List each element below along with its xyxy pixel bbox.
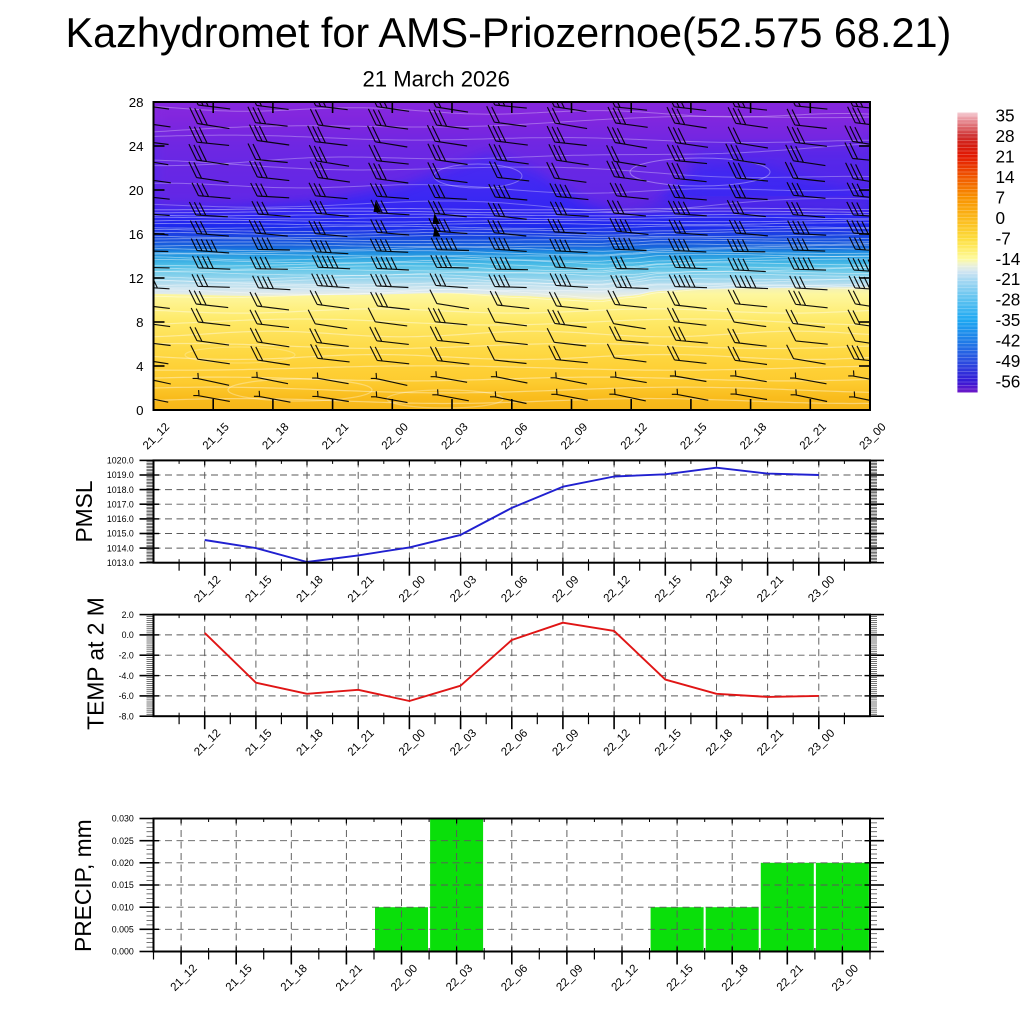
svg-text:1016.0: 1016.0: [107, 514, 134, 524]
svg-text:-21: -21: [996, 269, 1021, 289]
svg-text:-8.0: -8.0: [119, 711, 134, 721]
svg-text:4: 4: [136, 359, 143, 374]
svg-text:7: 7: [996, 188, 1006, 208]
svg-text:8: 8: [136, 315, 143, 330]
svg-text:21 March 2026: 21 March 2026: [363, 67, 510, 92]
svg-text:0.010: 0.010: [112, 902, 134, 912]
svg-text:-14: -14: [996, 249, 1021, 269]
svg-text:28: 28: [996, 126, 1015, 146]
svg-text:-7: -7: [996, 228, 1011, 248]
svg-text:0.0: 0.0: [122, 630, 134, 640]
svg-text:0.015: 0.015: [112, 880, 134, 890]
svg-text:TEMP at 2 M: TEMP at 2 M: [83, 597, 109, 730]
svg-text:PRECIP, mm: PRECIP, mm: [70, 819, 96, 952]
svg-text:0.005: 0.005: [112, 925, 134, 935]
svg-text:35: 35: [996, 106, 1015, 126]
svg-text:12: 12: [129, 271, 144, 286]
svg-text:-6.0: -6.0: [119, 691, 134, 701]
svg-text:0.000: 0.000: [112, 947, 134, 957]
svg-text:1019.0: 1019.0: [107, 470, 134, 480]
svg-text:24: 24: [129, 139, 144, 154]
svg-text:0.030: 0.030: [112, 814, 134, 824]
svg-text:1013.0: 1013.0: [107, 558, 134, 568]
svg-text:-2.0: -2.0: [119, 650, 134, 660]
svg-text:0.025: 0.025: [112, 836, 134, 846]
svg-text:1018.0: 1018.0: [107, 485, 134, 495]
svg-text:16: 16: [129, 227, 144, 242]
svg-text:1014.0: 1014.0: [107, 543, 134, 553]
svg-text:-56: -56: [996, 371, 1021, 391]
svg-text:Kazhydromet for AMS-Priozernoe: Kazhydromet for AMS-Priozernoe(52.575 68…: [66, 10, 952, 56]
svg-text:-42: -42: [996, 331, 1021, 351]
svg-text:1015.0: 1015.0: [107, 529, 134, 539]
svg-text:0: 0: [996, 208, 1006, 228]
svg-text:-49: -49: [996, 351, 1021, 371]
svg-text:2.0: 2.0: [122, 610, 134, 620]
svg-text:21: 21: [996, 147, 1015, 167]
svg-text:1020.0: 1020.0: [107, 456, 134, 466]
svg-text:0: 0: [136, 403, 143, 418]
svg-text:28: 28: [129, 95, 144, 110]
svg-text:-4.0: -4.0: [119, 671, 134, 681]
svg-text:PMSL: PMSL: [71, 480, 97, 542]
svg-text:14: 14: [996, 167, 1016, 187]
svg-text:1017.0: 1017.0: [107, 499, 134, 509]
svg-text:-35: -35: [996, 310, 1021, 330]
svg-text:20: 20: [129, 183, 144, 198]
svg-text:-28: -28: [996, 290, 1021, 310]
svg-text:0.020: 0.020: [112, 858, 134, 868]
